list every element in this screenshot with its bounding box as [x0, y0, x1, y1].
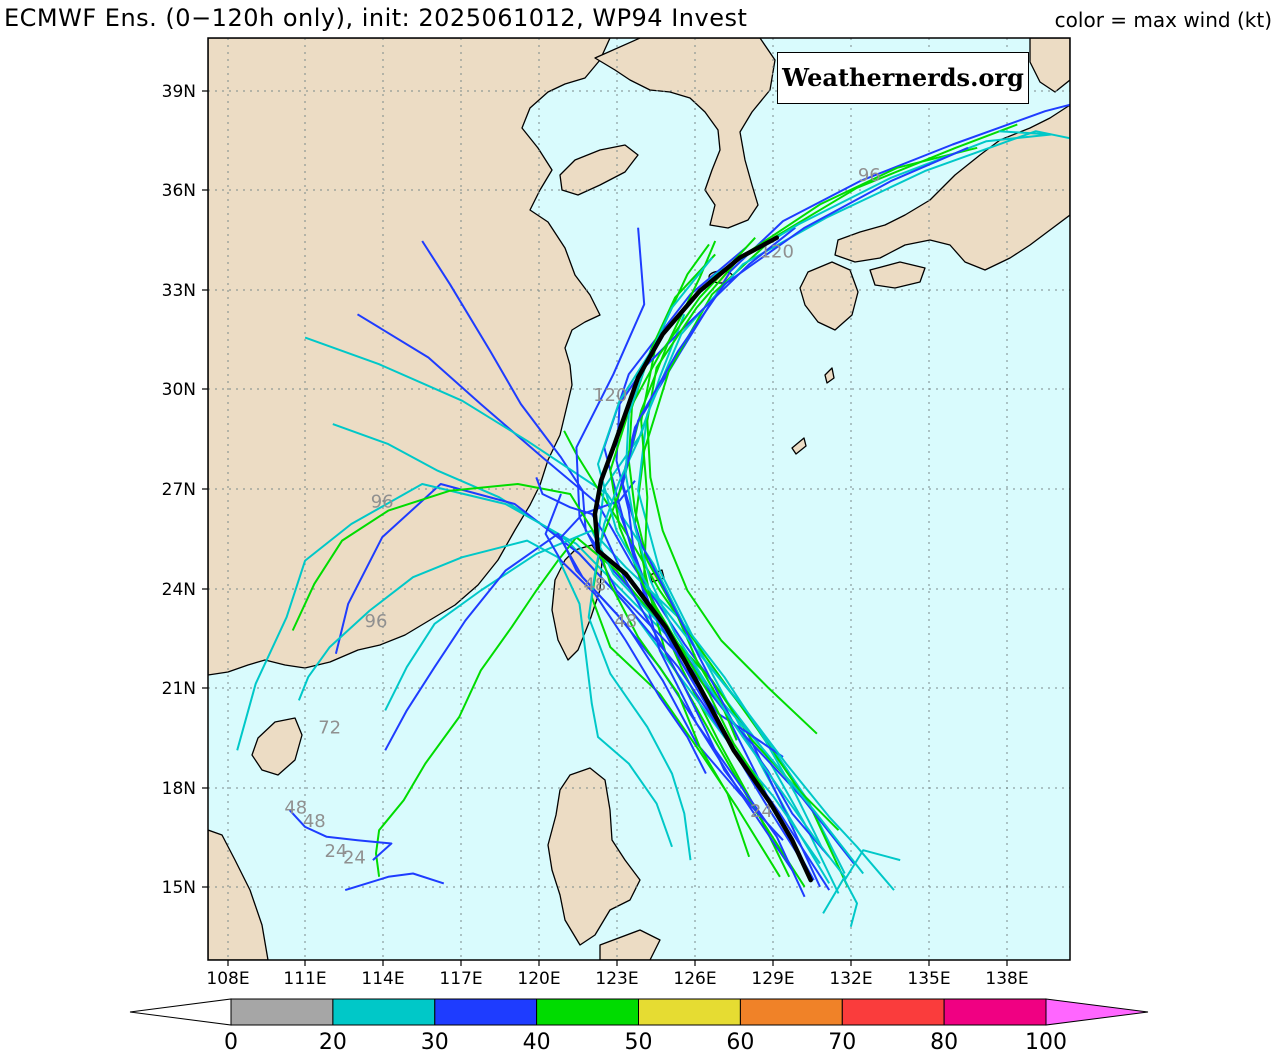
lat-label-15n: 15N [162, 878, 196, 898]
amami [824, 367, 835, 384]
china-mainland [208, 38, 611, 676]
lon-label-135e: 135E [907, 969, 950, 989]
ensemble-track-19 [384, 532, 784, 841]
lon-label-117e: 117E [439, 969, 482, 989]
shandong-peninsula [559, 144, 639, 196]
lon-label-111e: 111E [283, 969, 326, 989]
shikoku [869, 261, 926, 289]
kyushu [799, 261, 859, 331]
forecast-hour-label-6: 72 [318, 718, 341, 739]
lon-label-126e: 126E [673, 969, 716, 989]
forecast-hour-label-12: 48 [614, 611, 637, 632]
indochina [208, 829, 269, 960]
ensemble-track-29 [597, 130, 1053, 891]
ensemble-mean-track [592, 235, 813, 883]
ensemble-track-23 [627, 253, 738, 741]
ensemble-track-25 [646, 146, 978, 735]
ensemble-track-28 [544, 493, 707, 775]
chart-title: ECMWF Ens. (0−120h only), init: 20250610… [4, 4, 748, 32]
lat-label-24n: 24N [162, 580, 196, 600]
ensemble-track-26 [535, 477, 753, 808]
lat-label-30n: 30N [162, 380, 196, 400]
visayas [599, 929, 661, 960]
lon-label-132e: 132E [829, 969, 872, 989]
honshu [834, 104, 1070, 271]
lon-label-129e: 129E [751, 969, 794, 989]
ensemble-track-20 [291, 483, 751, 858]
lon-label-120e: 120E [517, 969, 560, 989]
lon-label-114e: 114E [361, 969, 404, 989]
lat-label-36n: 36N [162, 181, 196, 201]
lon-label-138e: 138E [985, 969, 1028, 989]
forecast-hour-label-8: 48 [303, 811, 326, 832]
ensemble-track-24 [609, 237, 766, 791]
forecast-hour-label-7: 48 [284, 798, 307, 819]
forecast-hour-label-5: 96 [365, 611, 388, 632]
land-masses [208, 38, 1070, 960]
forecast-hour-label-13: 24 [750, 801, 773, 822]
forecast-hour-label-3: 120 [593, 385, 627, 406]
lon-label-108e: 108E [206, 969, 249, 989]
lat-label-39n: 39N [162, 82, 196, 102]
ensemble-track-34 [843, 849, 901, 927]
lat-axis: 39N 36N 33N 30N 27N 24N 21N 18N 15N [162, 82, 208, 898]
lat-label-18n: 18N [162, 779, 196, 799]
okinawa [791, 437, 807, 455]
ensemble-track-32 [288, 809, 393, 861]
forecast-hour-label-9: 24 [324, 841, 347, 862]
ensemble-track-33 [344, 872, 445, 892]
forecast-hour-label-2: 96 [858, 165, 881, 186]
korea-peninsula [594, 38, 776, 229]
watermark-text: Weathernerds.org [782, 63, 1024, 92]
forecast-hour-label-1: 120 [760, 242, 794, 263]
ensemble-track-16 [375, 536, 840, 877]
lat-label-33n: 33N [162, 281, 196, 301]
colorbar-caption: color = max wind (kt) [1054, 8, 1272, 32]
forecast-hour-label-11: 48 [583, 575, 606, 596]
lat-label-27n: 27N [162, 480, 196, 500]
lon-label-123e: 123E [595, 969, 638, 989]
map-border [207, 37, 1071, 961]
forecast-hour-label-10: 24 [343, 848, 366, 869]
lon-axis: 108E 111E 114E 117E 120E 123E 126E 129E … [206, 960, 1029, 989]
forecast-hour-label-4: 96 [371, 491, 394, 512]
ensemble-tracks [236, 103, 1070, 927]
lat-label-21n: 21N [162, 679, 196, 699]
hainan [251, 717, 303, 776]
watermark-box: Weathernerds.org [777, 52, 1029, 104]
hokkaido [1029, 38, 1070, 93]
ensemble-track-10 [563, 430, 849, 888]
